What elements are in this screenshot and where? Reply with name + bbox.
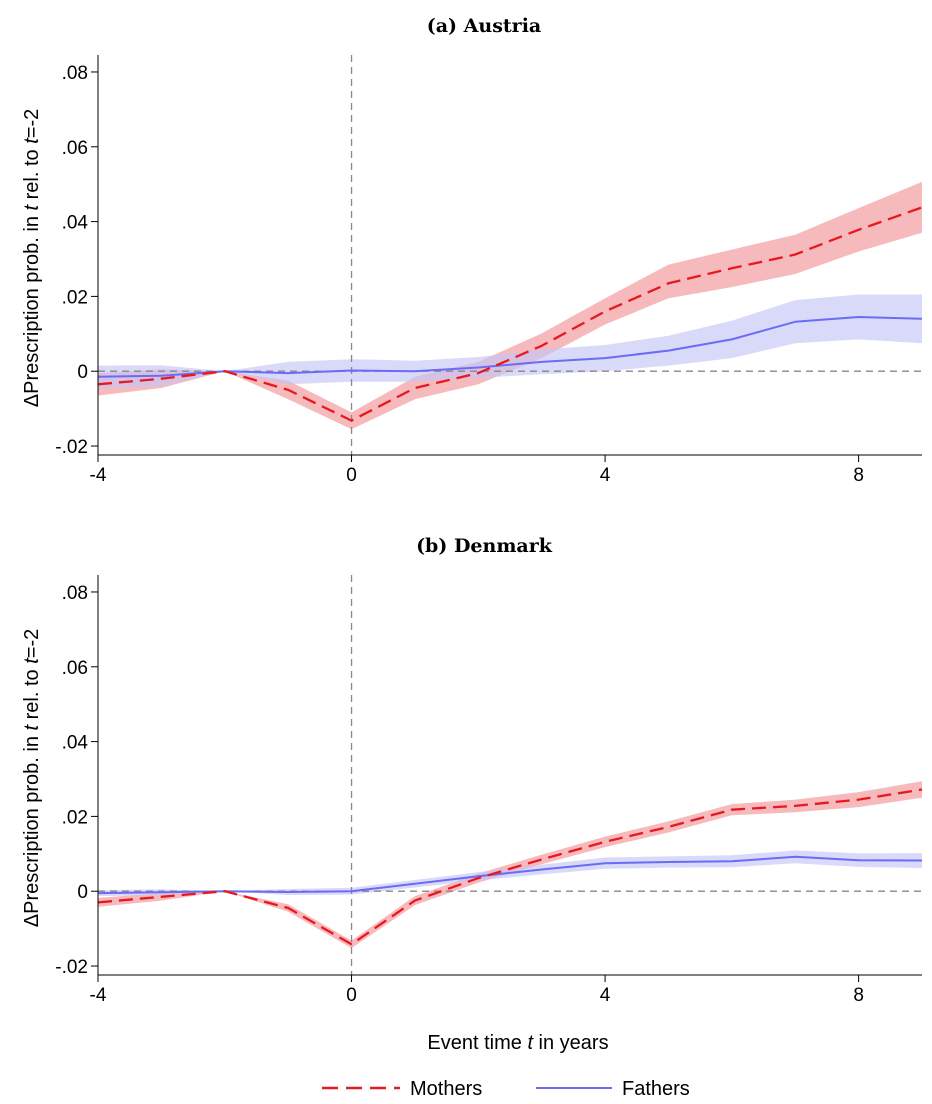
panel-title-austria: (a) Austria [427, 15, 541, 37]
series-line-mothers [97, 206, 923, 422]
panel-title-denmark: (b) Denmark [416, 535, 553, 557]
y-tick-label: -.02 [55, 957, 88, 978]
y-tick-label: .08 [62, 63, 88, 84]
x-tick-label: 8 [853, 465, 864, 486]
y-tick-label: .06 [62, 658, 88, 679]
x-tick-label: -4 [90, 985, 107, 1006]
legend-label-mothers: Mothers [410, 1078, 482, 1100]
y-tick-label: .04 [62, 213, 89, 234]
x-tick-label: 4 [600, 985, 611, 1006]
legend: Mothers Fathers [322, 1078, 690, 1100]
y-axis-label-austria: ΔPrescription prob. in t rel. to t=-2 [21, 109, 43, 408]
y-tick-label: .06 [62, 138, 88, 159]
series-line-fathers [97, 316, 923, 378]
x-tick-label: 0 [346, 465, 357, 486]
panel-austria: (a) Austria ΔPrescription prob. in t rel… [21, 15, 923, 486]
plot-area [97, 55, 923, 455]
x-tick-label: 4 [600, 465, 611, 486]
y-tick-label: .02 [62, 287, 88, 308]
y-tick-label: 0 [77, 362, 88, 383]
y-tick-label: -.02 [55, 437, 88, 458]
series-line-fathers [97, 855, 923, 895]
x-tick-label: -4 [90, 465, 107, 486]
ci-band-fathers [98, 294, 922, 388]
y-tick-label: .04 [62, 733, 89, 754]
y-tick-label: 0 [77, 882, 88, 903]
series-line-mothers [97, 788, 923, 946]
x-tick-label: 0 [346, 985, 357, 1006]
y-axis-label-denmark: ΔPrescription prob. in t rel. to t=-2 [21, 629, 43, 928]
y-tick-label: .02 [62, 807, 88, 828]
legend-label-fathers: Fathers [622, 1078, 690, 1100]
ci-band-mothers [98, 781, 922, 949]
x-axis-label: Event time t in years [427, 1032, 608, 1054]
panel-denmark: (b) Denmark ΔPrescription prob. in t rel… [21, 535, 923, 1054]
y-tick-label: .08 [62, 583, 88, 604]
x-tick-label: 8 [853, 985, 864, 1006]
plot-area [97, 575, 923, 975]
